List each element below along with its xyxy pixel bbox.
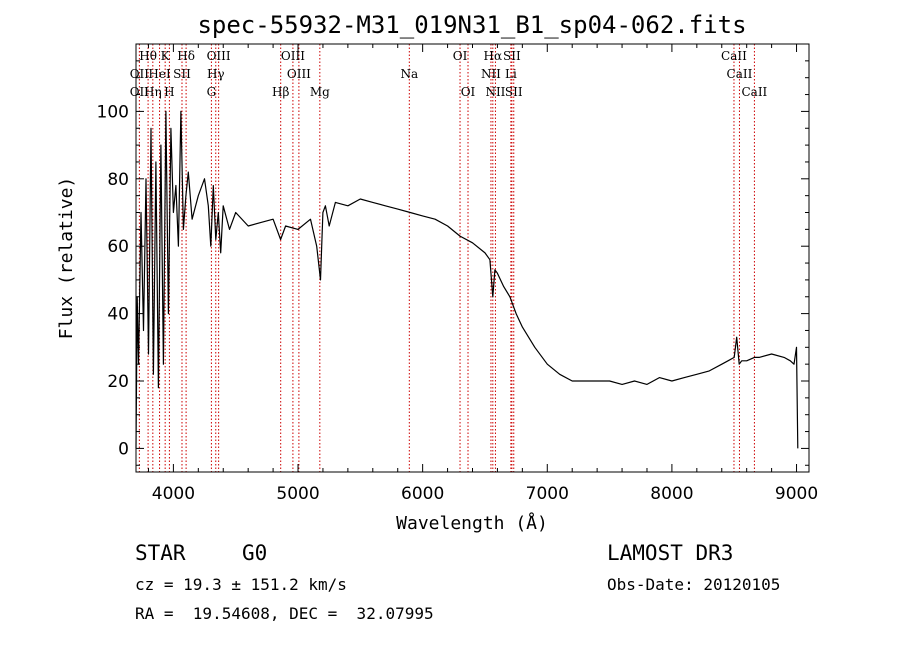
survey-name: LAMOST DR3 (607, 541, 734, 565)
spectral-line-label: Hδ (177, 49, 195, 63)
spectral-line-label: Li (505, 67, 517, 81)
x-tick-label: 5000 (276, 484, 319, 504)
x-tick-label: 7000 (526, 484, 569, 504)
x-tick-label: 9000 (775, 484, 818, 504)
y-tick-label: 40 (107, 305, 129, 325)
spectral-line-label: CaII (741, 85, 767, 99)
y-tick-label: 100 (97, 102, 129, 122)
spectral-line-label: H (164, 85, 174, 99)
x-tick-label: 8000 (650, 484, 693, 504)
spectral-line-label: SII (173, 67, 191, 81)
spectral-line-label: CaII (721, 49, 747, 63)
spectral-line-label: Mg (310, 85, 330, 99)
spectral-line-label: NII (481, 67, 501, 81)
object-class: STAR (135, 541, 186, 565)
spectral-line-label: SII (505, 85, 523, 99)
plot-frame (135, 43, 810, 473)
redshift-text: cz = 19.3 ± 151.2 km/s (135, 575, 347, 594)
y-tick-label: 20 (107, 372, 129, 392)
y-tick-label: 0 (118, 439, 129, 459)
object-subclass: G0 (242, 541, 268, 565)
spectral-line-label: NII (485, 85, 505, 99)
spectral-line-label: Hγ (207, 67, 225, 81)
x-tick-label: 4000 (152, 484, 195, 504)
obs-date: Obs-Date: 20120105 (607, 575, 781, 594)
spectral-line-label: G (207, 85, 217, 99)
y-tick-label: 80 (107, 170, 129, 190)
spectral-line-label: OIII (207, 49, 231, 63)
spectral-line-label: SII (503, 49, 521, 63)
spectral-line-label: Hα (484, 49, 503, 63)
spectral-line-label: OIII (281, 49, 305, 63)
spectral-line-label: CaII (727, 67, 753, 81)
spectral-line-label: OII (130, 85, 150, 99)
spectral-line-label: Hβ (272, 85, 289, 99)
spectral-line-label: OI (461, 85, 476, 99)
x-axis-label: Wavelength (Å) (396, 512, 548, 534)
spectral-line-label: Hη (144, 85, 162, 99)
spectral-line-label: Na (400, 67, 418, 81)
x-tick-label: 6000 (401, 484, 444, 504)
spectral-line-label: K (161, 49, 171, 63)
y-tick-label: 60 (107, 237, 129, 257)
flux-series-line (135, 110, 799, 449)
spectral-line-label: OII (130, 67, 150, 81)
spectral-line-label: OIII (287, 67, 311, 81)
spectral-line-label: Hθ (139, 49, 157, 63)
coordinates: RA = 19.54608, DEC = 32.07995 (135, 604, 434, 623)
spectral-line-label: HeI (148, 67, 171, 81)
spectral-line-label: OI (453, 49, 468, 63)
chart-title: spec-55932-M31_019N31_B1_sp04-062.fits (197, 11, 746, 39)
y-axis-label: Flux (relative) (56, 177, 77, 340)
